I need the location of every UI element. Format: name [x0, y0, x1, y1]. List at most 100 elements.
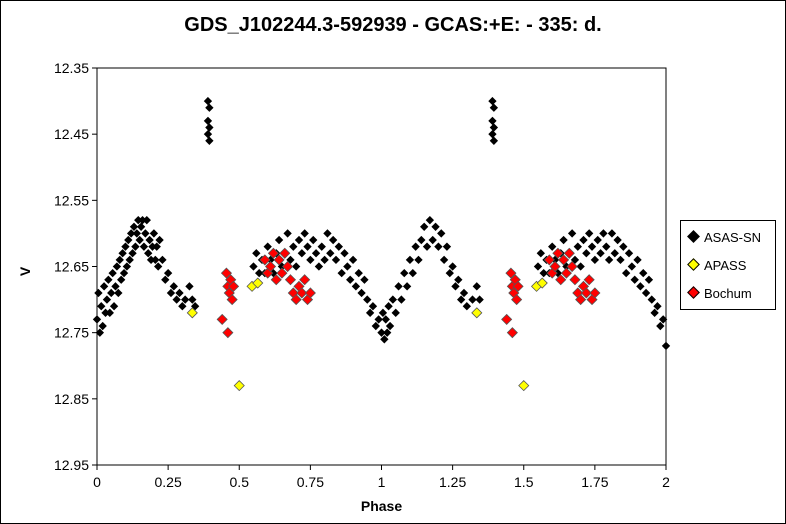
- point-asas-sn: [422, 242, 432, 251]
- point-asas-sn: [624, 249, 634, 258]
- point-asas-sn: [163, 268, 173, 278]
- point-asas-sn: [488, 116, 497, 126]
- point-asas-sn: [190, 302, 200, 311]
- point-asas-sn: [129, 222, 139, 231]
- x-tick-label: 1.25: [439, 474, 466, 490]
- point-bochum: [583, 274, 595, 286]
- point-asas-sn: [425, 216, 435, 225]
- point-bochum: [569, 274, 581, 286]
- point-apass: [186, 307, 198, 319]
- point-asas-sn: [613, 235, 622, 245]
- point-asas-sn: [306, 255, 315, 265]
- point-asas-sn: [630, 275, 639, 284]
- point-asas-sn: [587, 242, 597, 251]
- point-asas-sn: [576, 262, 585, 271]
- point-asas-sn: [417, 235, 426, 245]
- point-asas-sn: [166, 288, 176, 298]
- point-asas-sn: [459, 288, 469, 298]
- point-asas-sn: [119, 268, 129, 278]
- point-asas-sn: [249, 262, 258, 271]
- point-asas-sn: [442, 242, 452, 251]
- point-asas-sn: [456, 295, 466, 304]
- point-asas-sn: [114, 288, 123, 298]
- point-asas-sn: [383, 328, 392, 337]
- y-tick-label: 12.65: [54, 259, 89, 275]
- point-bochum: [290, 294, 302, 306]
- point-asas-sn: [340, 249, 349, 258]
- x-tick-label: 2: [662, 474, 670, 490]
- point-asas-sn: [126, 229, 136, 238]
- point-asas-sn: [317, 242, 326, 251]
- point-asas-sn: [98, 321, 107, 331]
- point-asas-sn: [139, 242, 149, 251]
- point-asas-sn: [619, 242, 628, 251]
- point-asas-sn: [117, 275, 126, 284]
- point-asas-sn: [343, 262, 352, 271]
- point-bochum: [304, 287, 316, 299]
- point-bochum: [279, 247, 291, 259]
- point-asas-sn: [445, 268, 454, 278]
- point-asas-sn: [124, 235, 133, 245]
- point-asas-sn: [205, 103, 214, 112]
- point-asas-sn: [107, 288, 116, 298]
- point-asas-sn: [656, 321, 665, 331]
- point-bochum: [552, 247, 564, 259]
- x-tick-label: 1: [378, 474, 386, 490]
- point-asas-sn: [303, 242, 312, 251]
- point-asas-sn: [400, 268, 409, 278]
- point-asas-sn: [585, 229, 594, 238]
- point-asas-sn: [283, 229, 292, 238]
- point-asas-sn: [439, 255, 449, 265]
- point-asas-sn: [185, 282, 194, 291]
- point-asas-sn: [337, 268, 346, 278]
- point-asas-sn: [252, 249, 261, 258]
- point-asas-sn: [627, 262, 637, 271]
- y-axis-label: V: [17, 266, 33, 276]
- point-asas-sn: [320, 255, 329, 265]
- point-asas-sn: [644, 275, 654, 284]
- point-bochum: [505, 267, 517, 279]
- point-bochum: [216, 313, 228, 325]
- y-tick-label: 12.55: [54, 192, 89, 208]
- point-asas-sn: [610, 249, 619, 258]
- point-asas-sn: [570, 255, 580, 265]
- point-asas-sn: [203, 116, 213, 126]
- point-asas-sn: [647, 295, 656, 304]
- point-asas-sn: [384, 302, 393, 311]
- point-asas-sn: [420, 222, 429, 231]
- point-asas-sn: [437, 229, 446, 238]
- point-asas-sn: [462, 302, 472, 311]
- point-asas-sn: [135, 235, 144, 245]
- point-asas-sn: [203, 130, 213, 139]
- point-asas-sn: [360, 275, 369, 284]
- point-asas-sn: [448, 262, 457, 271]
- point-bochum: [222, 327, 234, 339]
- point-bochum: [560, 267, 572, 279]
- point-bochum: [264, 260, 277, 273]
- point-bochum: [506, 327, 518, 339]
- point-asas-sn: [590, 255, 600, 265]
- point-bochum: [589, 287, 601, 299]
- point-asas-sn: [104, 275, 113, 284]
- point-asas-sn: [122, 262, 132, 271]
- point-asas-sn: [573, 242, 582, 251]
- point-asas-sn: [161, 275, 170, 284]
- point-bochum: [270, 274, 282, 286]
- point-asas-sn: [203, 96, 213, 106]
- point-bochum: [511, 294, 523, 306]
- point-asas-sn: [602, 242, 611, 251]
- point-bochum: [558, 254, 570, 266]
- point-asas-sn: [175, 288, 184, 298]
- y-tick-label: 12.35: [54, 60, 89, 76]
- point-asas-sn: [141, 229, 150, 238]
- y-tick-label: 12.95: [54, 457, 89, 473]
- point-bochum: [284, 274, 297, 286]
- point-asas-sn: [533, 262, 543, 271]
- point-asas-sn: [291, 262, 301, 271]
- point-asas-sn: [559, 235, 568, 245]
- point-asas-sn: [567, 229, 577, 238]
- point-asas-sn: [639, 268, 648, 278]
- point-asas-sn: [97, 302, 106, 311]
- point-asas-sn: [607, 229, 617, 238]
- point-asas-sn: [636, 282, 645, 291]
